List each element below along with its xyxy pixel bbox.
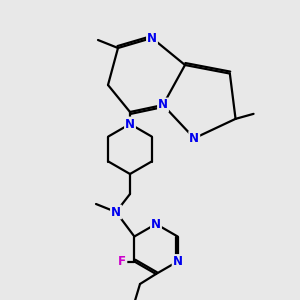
Text: N: N — [189, 132, 199, 145]
Text: F: F — [118, 255, 126, 268]
Text: N: N — [173, 255, 183, 268]
Text: N: N — [158, 98, 168, 112]
Text: N: N — [147, 32, 157, 44]
Text: N: N — [111, 206, 121, 218]
Text: N: N — [151, 218, 161, 230]
Text: N: N — [125, 118, 135, 130]
